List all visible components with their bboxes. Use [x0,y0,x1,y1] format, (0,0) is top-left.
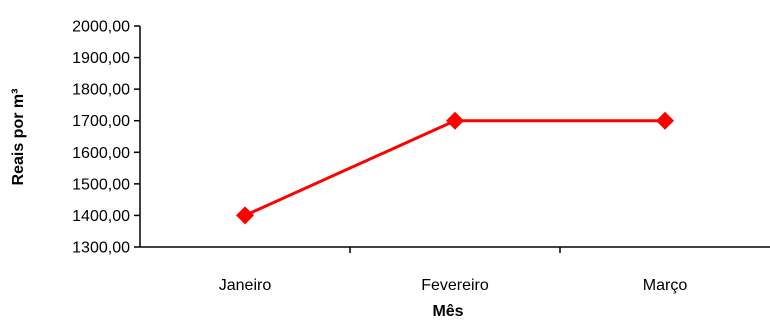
x-tick-label: Março [643,277,688,294]
series-line [244,119,665,217]
x-tick-label: Fevereiro [421,277,489,294]
x-tick-label: Janeiro [219,277,272,294]
y-tick-label: 1900,00 [72,50,130,67]
y-axis-title: Reais por m³ [10,89,27,186]
series-group [236,111,674,225]
x-axis-title: Mês [432,303,463,320]
data-point-marker [656,111,674,130]
data-point-marker [236,206,254,225]
y-tick-label: 1700,00 [72,113,130,130]
y-tick-label: 1500,00 [72,176,130,193]
y-tick-label: 1300,00 [72,240,130,257]
y-axis-ticks: 1300,00 1400,00 1500,00 1600,00 1700,00 1800,… [72,19,140,257]
y-tick-label: 2000,00 [72,19,130,36]
y-tick-label: 1400,00 [72,208,130,225]
y-tick-label: 1800,00 [72,82,130,99]
x-axis-ticks: Janeiro Fevereiro Março [219,247,688,294]
y-tick-label: 1600,00 [72,145,130,162]
data-point-marker [446,111,464,130]
